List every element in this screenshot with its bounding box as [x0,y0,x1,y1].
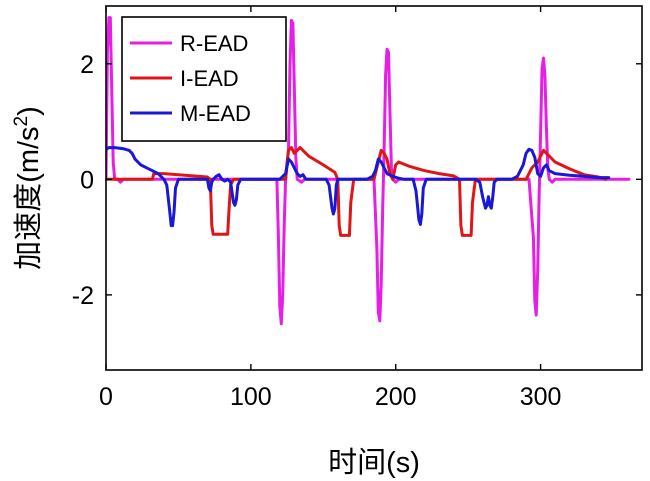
plot-frame [105,5,643,371]
y-tick-label: 0 [80,166,94,194]
x-tick-label: 0 [99,383,113,411]
x-tick-label: 300 [520,383,562,411]
series-line-i-ead [106,146,608,237]
y-axis-label-superscript: 2 [11,116,32,127]
legend: R-EAD I-EAD M-EAD [121,16,287,142]
legend-label-m-ead: M-EAD [180,101,251,126]
legend-label-r-ead: R-EAD [180,31,248,56]
ticks-layer [105,6,642,370]
x-axis-label: 时间(s) [328,446,420,479]
tick-labels-layer: 0 100 200 300 -2 0 2 [72,51,562,411]
legend-label-i-ead: I-EAD [180,66,239,91]
x-tick-label: 200 [375,383,417,411]
series-layer [106,16,631,326]
series-line-r-ead [106,16,631,326]
y-tick-label: -2 [72,282,94,310]
x-tick-label: 100 [230,383,272,411]
y-axis-label: 加速度(m/s2) [11,106,45,270]
series-line-m-ead [106,146,611,228]
y-tick-label: 2 [80,51,94,79]
